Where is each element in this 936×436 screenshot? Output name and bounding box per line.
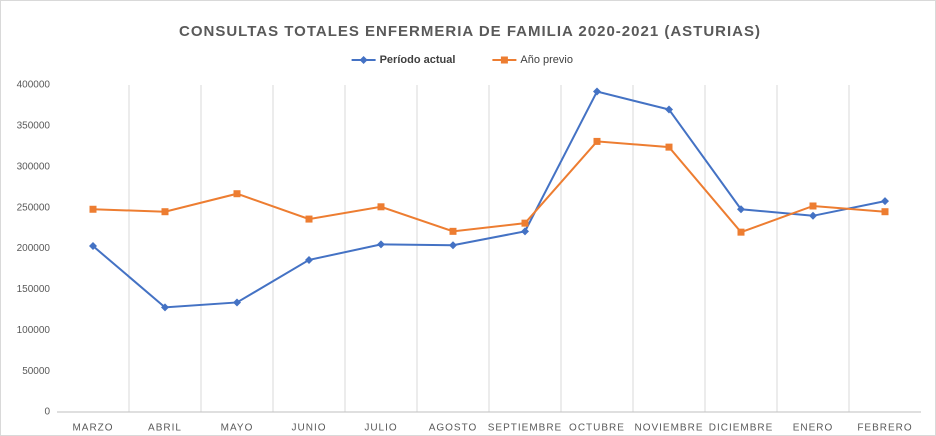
point <box>881 208 889 216</box>
point <box>665 143 673 151</box>
point <box>449 241 457 250</box>
x-tick-label: MAYO <box>221 423 254 434</box>
point <box>809 202 817 210</box>
chart-title: CONSULTAS TOTALES ENFERMERIA DE FAMILIA … <box>179 23 761 40</box>
legend-label: Año previo <box>520 54 573 66</box>
legend-marker <box>500 56 508 64</box>
series-line <box>92 140 886 234</box>
y-tick-label: 400000 <box>17 80 51 91</box>
point <box>161 208 169 216</box>
point <box>593 87 601 96</box>
y-tick-label: 150000 <box>17 284 51 295</box>
y-tick-label: 0 <box>44 407 50 418</box>
x-tick-label: AGOSTO <box>429 423 478 434</box>
point <box>737 228 745 236</box>
point <box>89 242 97 251</box>
point <box>449 227 457 235</box>
point <box>305 255 313 264</box>
y-tick-label: 200000 <box>17 243 51 254</box>
point <box>665 105 673 114</box>
point <box>161 303 169 312</box>
series-line <box>92 90 886 309</box>
x-tick-label: NOVIEMBRE <box>634 423 703 434</box>
point <box>233 190 241 198</box>
point <box>521 227 529 236</box>
point <box>377 203 385 211</box>
x-tick-label: DICIEMBRE <box>709 423 774 434</box>
y-tick-label: 250000 <box>17 202 51 213</box>
y-tick-label: 50000 <box>22 366 50 377</box>
y-tick-label: 100000 <box>17 325 51 336</box>
y-tick-label: 300000 <box>17 161 51 172</box>
point <box>305 215 313 223</box>
point <box>593 137 601 145</box>
x-tick-label: JUNIO <box>292 423 327 434</box>
x-tick-label: FEBRERO <box>857 423 912 434</box>
x-tick-label: JULIO <box>364 423 397 434</box>
point <box>233 298 241 307</box>
legend-label: Período actual <box>380 54 456 66</box>
legend-marker <box>359 56 368 64</box>
point <box>881 197 889 206</box>
point <box>377 240 385 249</box>
point <box>809 211 817 220</box>
x-tick-label: MARZO <box>72 423 113 434</box>
x-tick-label: ABRIL <box>148 423 182 434</box>
point <box>737 205 745 214</box>
x-tick-label: OCTUBRE <box>569 423 625 434</box>
y-tick-label: 350000 <box>17 121 51 132</box>
x-tick-label: ENERO <box>793 423 834 434</box>
point <box>89 205 97 213</box>
x-tick-label: SEPTIEMBRE <box>488 423 562 434</box>
point <box>521 219 529 227</box>
